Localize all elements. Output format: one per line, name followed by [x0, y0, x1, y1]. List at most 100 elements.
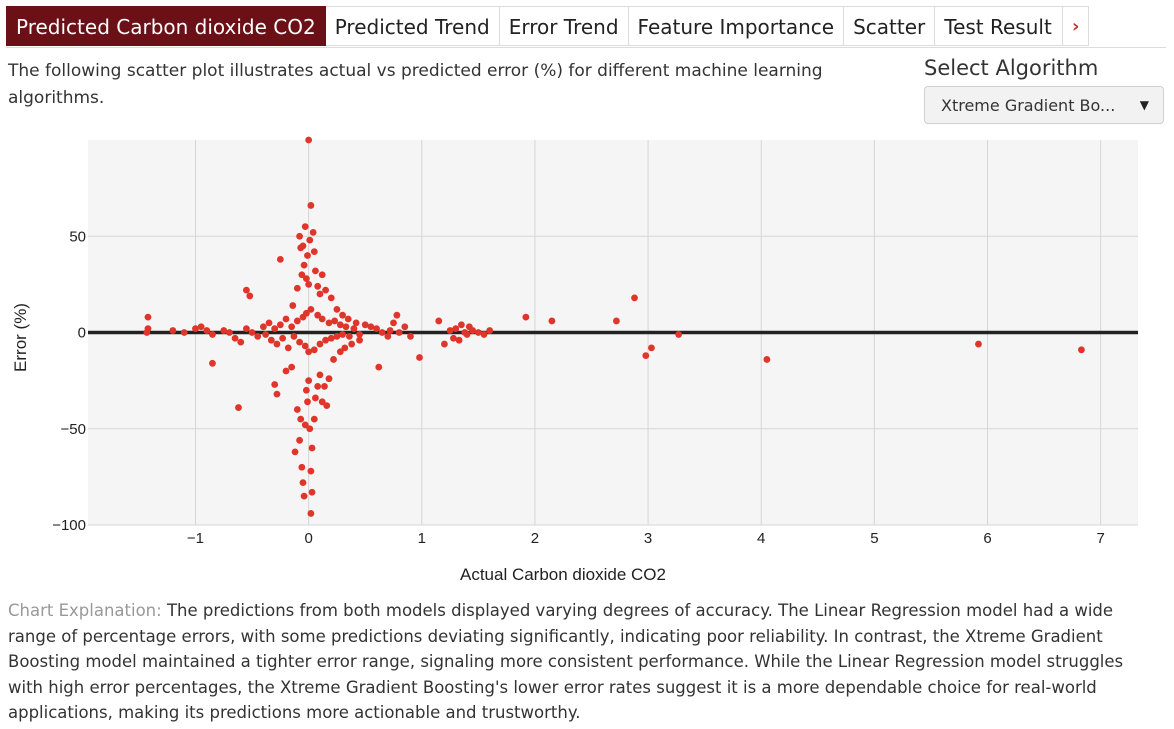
scatter-plot-svg: −1 0 1 2 3 4 5 6 7 50 0 −50 −100 Actual Carbon dioxi… [11, 136, 1138, 584]
chart-explanation-label: Chart Explanation: [8, 601, 162, 620]
x-tick-label: 5 [870, 530, 878, 547]
algorithm-select-value: Xtreme Gradient Bo... [941, 95, 1116, 115]
x-tick-label: 0 [304, 530, 312, 547]
data-points [143, 136, 1085, 517]
data-point [310, 346, 318, 354]
data-point [282, 315, 290, 323]
tab-error-trend[interactable]: Error Trend [499, 6, 629, 46]
data-point [322, 336, 330, 344]
data-point [271, 381, 279, 388]
data-point [276, 255, 284, 263]
data-point [486, 327, 494, 334]
data-point [675, 331, 683, 338]
data-point [310, 248, 318, 256]
data-point [318, 271, 326, 279]
data-point [246, 292, 254, 300]
data-point [336, 348, 344, 356]
data-point [452, 325, 460, 333]
data-point [342, 323, 350, 331]
tab-predicted-co2[interactable]: Predicted Carbon dioxide CO2 [6, 6, 326, 46]
data-point [322, 286, 330, 294]
data-point [386, 327, 394, 334]
data-point [293, 284, 301, 292]
data-point [296, 232, 303, 240]
x-tick-label: 3 [644, 530, 652, 547]
data-point [301, 223, 309, 231]
data-point [390, 319, 397, 327]
data-point [469, 327, 477, 334]
data-point [474, 329, 482, 336]
tab-predicted-trend[interactable]: Predicted Trend [325, 6, 500, 46]
data-point [307, 467, 315, 475]
data-point [441, 340, 448, 348]
data-point [209, 331, 216, 338]
data-point [407, 332, 414, 340]
data-point [307, 202, 315, 209]
data-point [279, 334, 287, 342]
data-point [327, 334, 335, 342]
data-point [316, 340, 324, 348]
data-point [296, 338, 303, 346]
data-point [262, 331, 270, 338]
data-point [348, 340, 356, 348]
data-point [248, 329, 256, 336]
x-tick-label: 1 [418, 530, 426, 547]
data-point [316, 290, 324, 298]
data-point [169, 327, 177, 334]
data-point [378, 329, 386, 336]
data-point [308, 444, 316, 452]
data-point [231, 334, 239, 342]
data-point [302, 275, 310, 282]
data-point [305, 348, 313, 356]
tab-scatter[interactable]: Scatter [844, 6, 936, 46]
data-point [345, 332, 353, 340]
data-point [321, 383, 328, 390]
tab-feature-importance[interactable]: Feature Importance [628, 6, 845, 46]
algorithm-select[interactable]: Xtreme Gradient Bo... ▼ [924, 86, 1164, 124]
data-point [297, 415, 305, 423]
data-point [307, 306, 315, 313]
select-algorithm-label: Select Algorithm [924, 56, 1099, 80]
data-point [325, 319, 333, 327]
data-point [356, 331, 363, 338]
data-point [220, 327, 228, 334]
data-point [648, 344, 655, 352]
data-point [341, 344, 349, 352]
data-point [314, 383, 322, 390]
data-point [416, 354, 423, 361]
data-point [302, 309, 310, 317]
chevron-right-icon[interactable]: › [1063, 6, 1090, 46]
data-point [463, 331, 471, 338]
data-point [243, 286, 250, 294]
data-point [457, 321, 465, 329]
data-point [301, 421, 309, 429]
data-point [302, 386, 310, 394]
data-point [273, 340, 281, 348]
data-point [288, 363, 296, 371]
data-point [293, 317, 301, 325]
tab-test-result[interactable]: Test Result [935, 6, 1064, 46]
data-point [327, 294, 335, 302]
data-point [299, 242, 307, 250]
scatter-chart: −1 0 1 2 3 4 5 6 7 50 0 −50 −100 Actual Carbon dioxi… [0, 134, 1174, 594]
data-point [356, 336, 363, 344]
y-tick-label: −50 [61, 421, 86, 438]
data-point [333, 306, 341, 313]
data-point [235, 404, 242, 411]
chart-description: The following scatter plot illustrates a… [8, 61, 823, 108]
x-axis-label: Actual Carbon dioxide CO2 [460, 565, 666, 584]
data-point [352, 319, 360, 327]
data-point [273, 390, 281, 398]
data-point [203, 327, 211, 334]
data-point [446, 327, 454, 334]
x-tick-label: 6 [983, 530, 991, 547]
data-point [548, 317, 556, 325]
data-point [289, 302, 297, 309]
y-tick-label: 50 [69, 228, 86, 245]
data-point [305, 377, 313, 385]
data-point [143, 329, 151, 336]
data-point [265, 319, 273, 327]
data-point [243, 325, 250, 333]
grid-lines [88, 140, 1138, 526]
data-point [291, 448, 299, 456]
